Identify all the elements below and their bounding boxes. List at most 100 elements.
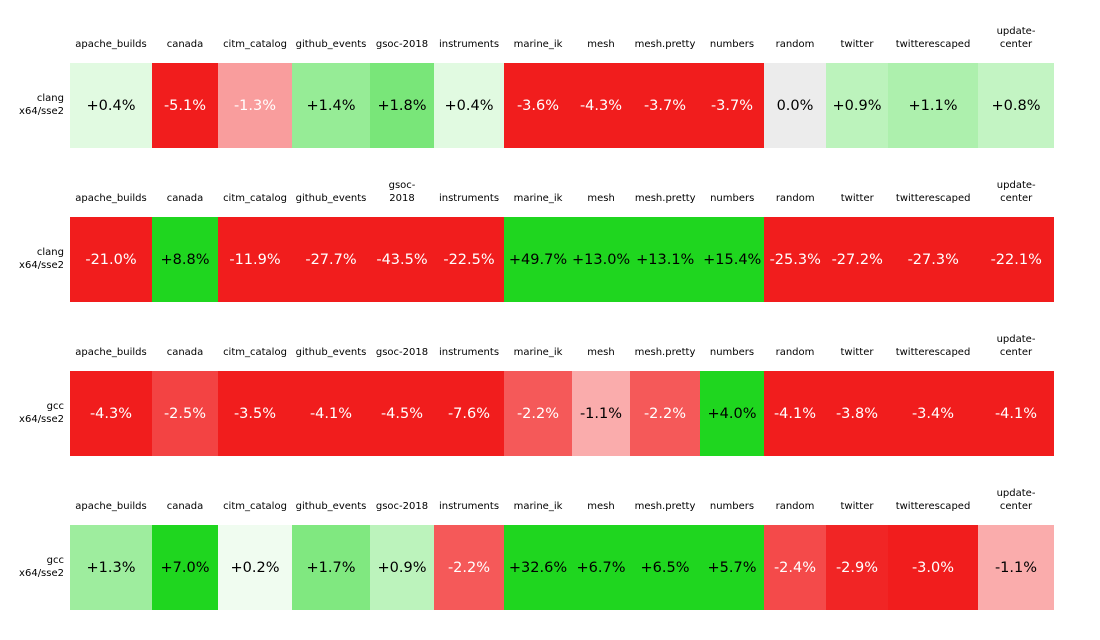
heatmap-cell: -3.7% <box>700 63 764 148</box>
column-header: numbers <box>709 346 755 358</box>
column-header: twitterescaped <box>895 192 971 204</box>
heatmap-table: apache_builds canada citm_catalog github_ev… <box>70 329 1054 456</box>
column-header: twitter <box>840 346 874 358</box>
heatmap-block: gcc x64/sse2 apache_builds canada citm_catal… <box>0 334 1100 456</box>
column-header: citm_catalog <box>223 192 287 204</box>
heatmap-cell: -43.5% <box>370 217 434 302</box>
column-header: random <box>775 192 815 204</box>
heatmap-cell: +7.0% <box>152 525 218 610</box>
column-header: canada <box>166 38 204 50</box>
heatmap-cell: -27.7% <box>292 217 370 302</box>
column-header: mesh <box>587 38 615 50</box>
column-header-row: apache_builds canada citm_catalog github_ev… <box>70 21 1054 63</box>
heatmap-cell: +4.0% <box>700 371 764 456</box>
heatmap-cell: -3.8% <box>826 371 888 456</box>
heatmap-cell-row: -21.0% +8.8% -11.9% -27.7% -43.5% -22.5% +49.7… <box>70 217 1055 302</box>
heatmap-cell: -21.0% <box>70 217 152 302</box>
heatmap-block: clang x64/sse2 apache_builds canada citm_cat… <box>0 26 1100 148</box>
row-label-line: gcc <box>46 401 64 412</box>
row-label-line: x64/sse2 <box>19 568 64 579</box>
heatmap-cell: 0.0% <box>764 63 826 148</box>
heatmap-cell: +49.7% <box>504 217 572 302</box>
heatmap-cell: +15.4% <box>700 217 765 302</box>
column-header: github_events <box>295 346 367 358</box>
heatmap-table: apache_builds canada citm_catalog github_ev… <box>70 483 1054 610</box>
row-label-line: x64/sse2 <box>19 106 64 117</box>
heatmap-cell: -4.1% <box>764 371 826 456</box>
heatmap-block: clang x64/sse2 apache_builds canada citm_cat… <box>0 180 1100 302</box>
column-header: mesh <box>587 346 615 358</box>
row-label: clang x64/sse2 <box>0 246 64 272</box>
column-header: citm_catalog <box>223 500 287 512</box>
heatmap-table: apache_builds canada citm_catalog github_ev… <box>70 21 1054 148</box>
column-header: github_events <box>295 192 367 204</box>
column-header: twitterescaped <box>895 38 971 50</box>
heatmap-cell: -27.2% <box>826 217 889 302</box>
column-header: update-center <box>996 334 1036 358</box>
heatmap-cell: -5.1% <box>152 63 218 148</box>
heatmap-cell: -22.1% <box>978 217 1055 302</box>
heatmap-cell: -4.3% <box>70 371 152 456</box>
column-header: canada <box>166 500 204 512</box>
column-header: citm_catalog <box>223 38 287 50</box>
column-header: update-center <box>996 488 1036 512</box>
heatmap-cell: +8.8% <box>152 217 218 302</box>
heatmap-cell: -3.5% <box>218 371 292 456</box>
column-header: random <box>775 346 815 358</box>
column-header: twitter <box>840 500 874 512</box>
column-header: apache_builds <box>75 192 147 204</box>
column-header-row: apache_builds canada citm_catalog github_ev… <box>70 175 1054 217</box>
heatmap-cell: -11.9% <box>218 217 292 302</box>
column-header: update-center <box>996 26 1036 50</box>
heatmap-cell: -4.3% <box>572 63 630 148</box>
column-header: numbers <box>710 192 755 204</box>
heatmap-cell: -4.1% <box>978 371 1054 456</box>
column-header: mesh.pretty <box>634 500 696 512</box>
column-header: update-center <box>996 180 1036 204</box>
heatmap-cell: +0.9% <box>826 63 888 148</box>
column-header: instruments <box>438 38 500 50</box>
column-header: apache_builds <box>75 38 147 50</box>
column-header: instruments <box>438 346 500 358</box>
column-header: instruments <box>438 192 500 204</box>
heatmap-cell: -2.2% <box>434 525 504 610</box>
column-header: numbers <box>709 38 755 50</box>
column-header-row: apache_builds canada citm_catalog github_ev… <box>70 329 1054 371</box>
heatmap-cell: -2.2% <box>504 371 572 456</box>
heatmap-cell: -25.3% <box>764 217 827 302</box>
heatmap-cell: +0.4% <box>434 63 504 148</box>
column-header: github_events <box>295 38 367 50</box>
heatmap-cell: +13.0% <box>572 217 631 302</box>
heatmap-cell: +6.7% <box>572 525 630 610</box>
column-header: instruments <box>438 500 500 512</box>
heatmap-cell: +0.8% <box>978 63 1054 148</box>
heatmap-cell: -2.9% <box>826 525 888 610</box>
heatmap-cell: +1.7% <box>292 525 370 610</box>
heatmap-cell-row: +1.3% +7.0% +0.2% +1.7% +0.9% -2.2% +32.6% +6.7… <box>70 525 1054 610</box>
column-header: gsoc-2018 <box>388 180 416 204</box>
column-header-row: apache_builds canada citm_catalog github_ev… <box>70 483 1054 525</box>
column-header: mesh.pretty <box>634 192 696 204</box>
heatmap-cell: -4.5% <box>370 371 434 456</box>
column-header: twitter <box>840 38 874 50</box>
heatmap-cell-row: +0.4% -5.1% -1.3% +1.4% +1.8% +0.4% -3.6% -4.3%… <box>70 63 1054 148</box>
heatmap-cell: -3.0% <box>888 525 978 610</box>
column-header: twitterescaped <box>895 500 971 512</box>
column-header: canada <box>166 192 204 204</box>
heatmap-cell: -2.4% <box>764 525 826 610</box>
column-header: mesh <box>587 192 615 204</box>
heatmap-cell: -1.1% <box>978 525 1054 610</box>
row-label-line: clang <box>36 247 64 258</box>
heatmap-cell: -2.5% <box>152 371 218 456</box>
heatmap-cell: -22.5% <box>434 217 504 302</box>
row-label-line: x64/sse2 <box>19 414 64 425</box>
column-header: github_events <box>295 500 367 512</box>
heatmap-cell: +0.2% <box>218 525 292 610</box>
row-label-line: clang <box>36 93 64 104</box>
row-label: gcc x64/sse2 <box>0 400 64 426</box>
column-header: twitterescaped <box>895 346 971 358</box>
column-header: citm_catalog <box>223 346 287 358</box>
row-label-line: x64/sse2 <box>19 260 64 271</box>
heatmap-cell: +32.6% <box>504 525 572 610</box>
heatmap-block: gcc x64/sse2 apache_builds canada citm_catal… <box>0 488 1100 610</box>
